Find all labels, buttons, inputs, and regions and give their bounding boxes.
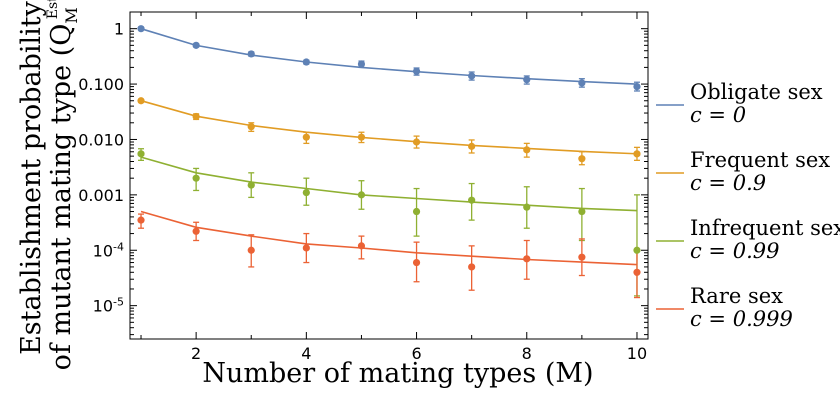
- data-point-obligate-sex: [412, 67, 421, 75]
- y-axis-title-line1: Establishment probability: [16, 0, 47, 355]
- data-point-obligate-sex: [302, 58, 310, 66]
- axes: 2 4 6 8 10 1 0.100 0.010 0.001 10-4 10-5: [78, 11, 649, 363]
- y-tick-label: 10-4: [93, 240, 124, 260]
- legend-param-obligate-sex: c = 0: [690, 103, 746, 127]
- data-point-rare-sex: [468, 263, 476, 271]
- data-points: [137, 25, 641, 276]
- data-point-infrequent-sex: [192, 174, 200, 182]
- data-point-rare-sex: [523, 255, 531, 263]
- data-point-rare-sex: [302, 244, 310, 252]
- data-point-frequent-sex: [578, 155, 586, 163]
- data-point-frequent-sex: [192, 112, 200, 121]
- data-point-obligate-sex: [192, 41, 200, 49]
- x-tick-label: 6: [411, 344, 421, 363]
- legend-param-rare-sex: c = 0.999: [690, 307, 793, 331]
- plot-frame: [129, 11, 649, 340]
- legend-label-obligate-sex: Obligate sex: [690, 80, 823, 104]
- data-point-frequent-sex: [357, 133, 366, 141]
- data-point-rare-sex: [578, 253, 586, 261]
- data-point-infrequent-sex: [412, 207, 421, 216]
- x-tick-label: 4: [301, 344, 311, 363]
- y-axis-title-superscript: Est: [45, 0, 61, 19]
- x-axis-title: Number of mating types (M): [202, 358, 593, 389]
- legend-param-frequent-sex: c = 0.9: [690, 171, 766, 195]
- legend-param-infrequent-sex: c = 0.99: [690, 239, 779, 263]
- data-point-infrequent-sex: [578, 207, 586, 216]
- data-point-infrequent-sex: [633, 246, 641, 254]
- y-axis-title: Establishment probability of mutant mati…: [16, 0, 81, 370]
- data-point-rare-sex: [192, 227, 200, 235]
- data-point-frequent-sex: [412, 138, 421, 146]
- fit-line-obligate-sex: [140, 27, 638, 85]
- data-point-frequent-sex: [523, 146, 531, 154]
- legend-label-rare-sex: Rare sex: [690, 284, 783, 308]
- legend-label-infrequent-sex: Infrequent sex: [690, 216, 840, 240]
- y-tick-label: 1: [114, 20, 124, 39]
- y-tick-label: 0.010: [78, 130, 124, 149]
- y-tick-label: 10-5: [93, 296, 124, 316]
- data-point-frequent-sex: [137, 97, 145, 105]
- fit-curves: [140, 27, 638, 266]
- data-point-obligate-sex: [357, 60, 366, 68]
- y-tick-label: 0.001: [78, 186, 124, 205]
- fit-line-frequent-sex: [140, 99, 638, 155]
- legend-label-frequent-sex: Frequent sex: [690, 148, 830, 172]
- data-point-rare-sex: [633, 268, 641, 276]
- data-point-frequent-sex: [302, 133, 310, 141]
- data-point-obligate-sex: [633, 83, 641, 91]
- x-tick-label: 10: [627, 344, 647, 363]
- y-tick-label: 0.100: [78, 75, 124, 94]
- fit-line-rare-sex: [140, 210, 638, 266]
- data-point-obligate-sex: [137, 25, 145, 33]
- error-bars: [138, 26, 640, 299]
- data-point-rare-sex: [357, 242, 366, 250]
- data-point-infrequent-sex: [468, 196, 476, 204]
- data-point-rare-sex: [412, 258, 421, 267]
- fit-line-infrequent-sex: [140, 156, 638, 212]
- data-point-obligate-sex: [578, 79, 586, 87]
- x-tick-label: 8: [522, 344, 532, 363]
- data-point-infrequent-sex: [247, 181, 255, 189]
- data-point-frequent-sex: [633, 150, 641, 158]
- x-tick-label: 2: [191, 344, 201, 363]
- data-point-infrequent-sex: [137, 150, 145, 158]
- data-point-infrequent-sex: [302, 188, 310, 197]
- y-axis-title-subscript: M: [62, 7, 81, 23]
- data-point-obligate-sex: [468, 72, 476, 80]
- data-point-infrequent-sex: [357, 191, 366, 199]
- data-point-obligate-sex: [523, 76, 531, 84]
- data-point-rare-sex: [137, 216, 145, 224]
- data-point-frequent-sex: [247, 123, 255, 131]
- data-point-frequent-sex: [468, 142, 476, 150]
- data-point-infrequent-sex: [523, 203, 531, 211]
- data-point-obligate-sex: [247, 50, 255, 58]
- y-axis-title-line2: of mutant mating type (QMEst): [45, 0, 81, 370]
- data-point-rare-sex: [247, 246, 255, 254]
